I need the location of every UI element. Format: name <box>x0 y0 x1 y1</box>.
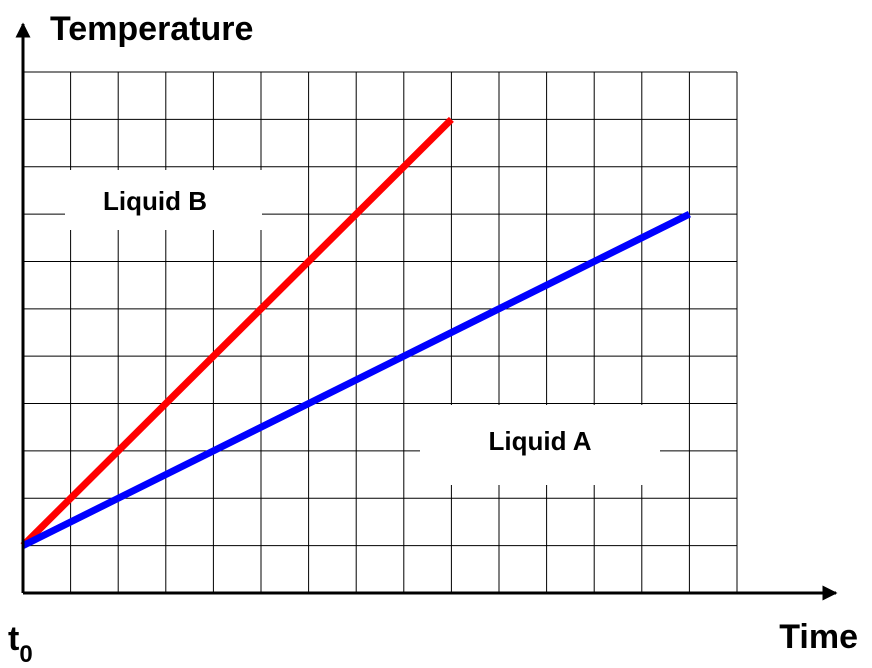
x-axis-label: Time <box>779 618 858 656</box>
data-line <box>21 210 691 549</box>
series-label: Liquid A <box>488 426 591 456</box>
origin-label-sub: 0 <box>19 641 32 668</box>
y-axis-label: Temperature <box>50 10 253 48</box>
origin-label: t0 <box>8 620 33 668</box>
label-box <box>420 405 660 485</box>
grid <box>22 71 738 594</box>
series-label: Liquid B <box>103 186 207 216</box>
lines <box>20 116 691 549</box>
origin-label-base: t <box>8 620 19 658</box>
label-box <box>65 170 262 230</box>
data-line <box>20 116 454 549</box>
